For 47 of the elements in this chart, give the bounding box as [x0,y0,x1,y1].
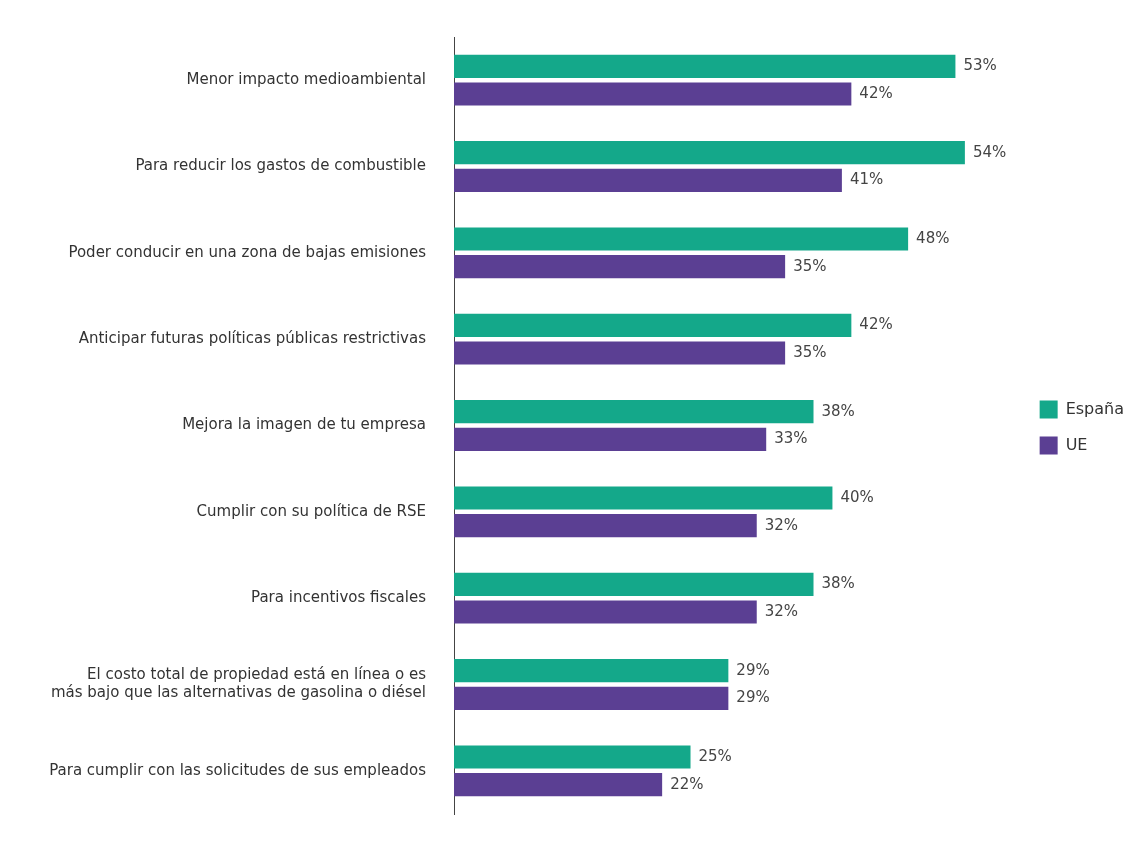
bar [454,255,786,279]
bar [454,227,909,251]
data-label: 25% [698,746,732,765]
data-label: 32% [764,601,799,620]
y-tick-label: Anticipar futuras políticas públicas restrictivas [78,329,427,348]
y-tick-label: Para incentivos fiscales [251,588,427,607]
data-label: 38% [821,401,855,420]
data-label: 54% [972,142,1007,161]
data-label: 35% [793,256,827,275]
y-tick-label: Para reducir los gastos de combustible [135,156,426,175]
bar [454,82,852,106]
bar [454,659,729,683]
bar [454,427,767,451]
bar [454,54,956,78]
data-label: 42% [859,83,893,102]
data-label: 53% [963,56,997,75]
bar [454,341,786,365]
data-label: 35% [793,342,827,361]
legend-label: UE [1065,434,1088,454]
data-label: 41% [849,170,884,189]
data-label: 38% [821,574,855,593]
legend-label: España [1065,398,1125,418]
data-label: 32% [764,515,799,534]
y-tick-label: El costo total de propiedad está en línea o es más bajo que las alternativas de gasolina o diésel [50,665,427,702]
y-tick-label: Menor impacto medioambiental [186,70,426,89]
bar [454,486,833,510]
bar [454,514,757,538]
bar [454,168,842,192]
bar [454,572,814,596]
bar [454,745,691,769]
y-tick-label: Para cumplir con las solicitudes de sus empleados [49,760,427,779]
data-label: 42% [859,315,893,334]
y-tick-label: Mejora la imagen de tu empresa [182,415,426,434]
data-label: 22% [670,774,704,793]
bar [454,600,757,624]
data-label: 33% [774,429,808,448]
bar [454,141,965,165]
bar [454,400,814,424]
bar [454,773,663,797]
data-label: 40% [840,487,874,506]
data-label: 29% [736,688,770,707]
data-label: 48% [916,228,950,247]
data-label: 29% [736,660,770,679]
y-tick-label: Cumplir con su política de RSE [196,501,426,520]
bar [454,686,729,710]
bar [454,313,852,337]
y-tick-label: Poder conducir en una zona de bajas emisiones [68,242,427,261]
